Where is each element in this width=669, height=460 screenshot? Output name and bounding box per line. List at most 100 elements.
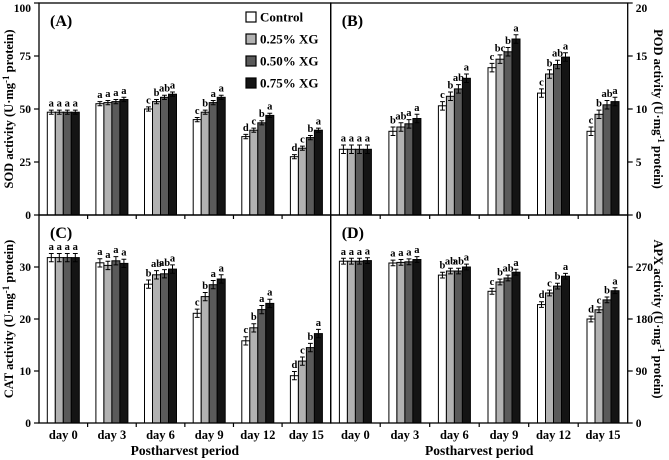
bar: [412, 259, 422, 424]
bar: [412, 118, 422, 216]
error-bar: [547, 69, 552, 79]
error-bar: [349, 144, 354, 154]
legend-swatch: [245, 11, 257, 23]
bar: [437, 274, 447, 424]
error-bar: [113, 256, 119, 266]
error-bar: [539, 88, 544, 98]
error-bar: [357, 257, 362, 265]
legend-swatch: [245, 33, 257, 45]
bar: [602, 299, 612, 424]
sig-letter: a: [219, 84, 225, 95]
error-bar: [406, 258, 412, 266]
error-bar: [489, 62, 495, 73]
x-axis-title: Postharvest period: [131, 443, 240, 458]
error-bar: [218, 94, 224, 100]
bar: [511, 38, 521, 216]
bar: [152, 274, 161, 424]
bar: [313, 129, 323, 216]
sig-letter: d: [291, 360, 297, 371]
bar: [396, 126, 406, 216]
bar: [168, 93, 177, 216]
error-bar: [414, 113, 420, 124]
bar: [160, 96, 169, 216]
error-bar: [202, 292, 208, 302]
error-bar: [251, 323, 257, 333]
sig-letter: b: [604, 286, 610, 297]
error-bar: [539, 301, 544, 308]
error-bar: [308, 342, 313, 353]
sig-letter: c: [589, 116, 594, 127]
sig-letter: a: [464, 63, 470, 74]
x-tick-label: day 9: [490, 428, 519, 442]
error-bar: [121, 258, 127, 268]
sig-letter: b: [202, 281, 208, 292]
y-tick-label: 5: [636, 157, 642, 169]
error-bar: [146, 279, 151, 289]
error-bar: [162, 94, 167, 100]
error-bar: [210, 280, 216, 290]
sig-letter: a: [57, 242, 63, 253]
sig-letter: c: [440, 90, 445, 101]
error-bar: [365, 144, 370, 154]
panel-border: [330, 214, 629, 424]
sig-letter: a: [365, 246, 371, 257]
error-bar: [563, 272, 568, 280]
sig-letter: ab: [601, 89, 612, 100]
x-tick-label: day 12: [536, 428, 571, 442]
y-tick-label: 100: [14, 3, 32, 15]
y-tick-label: 75: [20, 51, 32, 63]
error-bar: [316, 328, 321, 339]
error-bar: [300, 356, 305, 366]
error-bar: [440, 271, 445, 279]
sig-letter: c: [300, 346, 305, 357]
sig-letter: a: [406, 108, 412, 119]
bar: [144, 108, 153, 216]
sig-letter: b: [146, 269, 152, 280]
legend-label: 0.50% XG: [260, 54, 319, 69]
sig-letter: c: [490, 52, 495, 63]
sig-letter: d: [588, 305, 594, 316]
sig-letter: a: [170, 253, 176, 264]
error-bar: [48, 109, 54, 115]
error-bar: [596, 306, 602, 314]
y-tick-label: 10: [20, 366, 32, 378]
sig-letter: a: [219, 263, 225, 274]
error-bar: [341, 257, 346, 265]
error-bar: [162, 269, 167, 279]
error-bar: [218, 274, 224, 284]
sig-letter: b: [251, 312, 257, 323]
bar: [265, 114, 275, 216]
error-bar: [357, 144, 362, 154]
sig-letter: a: [267, 288, 273, 299]
y-tick-label: 180: [636, 314, 654, 326]
y-tick-label: 15: [636, 51, 648, 63]
bar: [453, 88, 463, 216]
error-bar: [259, 305, 265, 315]
bar: [46, 257, 56, 424]
sig-letter: c: [597, 295, 602, 306]
bar: [216, 278, 226, 424]
sig-letter: a: [612, 276, 618, 287]
bar: [495, 58, 505, 216]
legend-label: 0.25% XG: [260, 32, 319, 47]
error-bar: [170, 264, 175, 274]
bar: [70, 257, 80, 424]
bar: [487, 67, 497, 216]
error-bar: [390, 259, 396, 267]
bar: [305, 137, 315, 216]
bar: [445, 95, 455, 216]
bar: [495, 281, 505, 424]
bar: [200, 296, 210, 424]
error-bar: [202, 109, 208, 115]
bar: [396, 261, 406, 424]
bar: [362, 260, 372, 424]
sig-letter: a: [97, 90, 103, 101]
sig-letter: a: [105, 250, 111, 261]
y-tick-label: 0: [636, 210, 642, 222]
sig-letter: a: [357, 247, 363, 258]
sig-letter: b: [307, 124, 313, 135]
bar: [289, 375, 299, 424]
error-bar: [398, 122, 404, 132]
sig-letter: ab: [502, 264, 513, 275]
y-tick-label: 50: [20, 104, 32, 116]
